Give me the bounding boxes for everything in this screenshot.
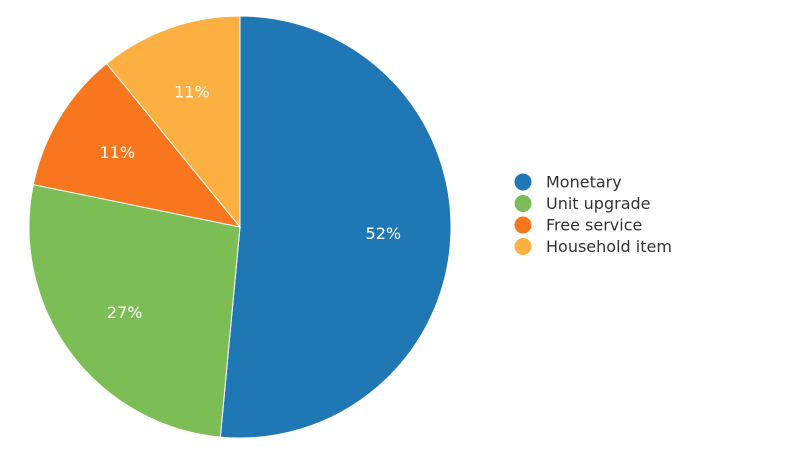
legend-label: Monetary: [546, 173, 622, 192]
legend-label: Unit upgrade: [546, 194, 651, 213]
pie-slice-household-item: [105, 15, 241, 229]
pie-slice-monetary: [219, 15, 452, 439]
legend-label: Household item: [546, 237, 672, 256]
pie-slice-unit-upgrade: [28, 184, 241, 438]
legend-marker: [514, 173, 532, 191]
legend-marker: [514, 216, 532, 234]
legend: Monetary Unit upgrade Free service Househol…: [514, 173, 672, 256]
slice-value-label: 11%: [174, 82, 210, 101]
legend-marker: [514, 195, 532, 212]
legend-label: Free service: [546, 216, 642, 235]
slice-value-label: 52%: [366, 224, 402, 243]
pie-slices: [28, 15, 452, 439]
pie-slice-free-service: [32, 62, 242, 228]
pie-slice-labels: 52% 27% 11% 11%: [99, 82, 401, 322]
legend-marker: [514, 238, 532, 255]
slice-value-label: 11%: [99, 143, 135, 162]
slice-value-label: 27%: [107, 303, 143, 322]
